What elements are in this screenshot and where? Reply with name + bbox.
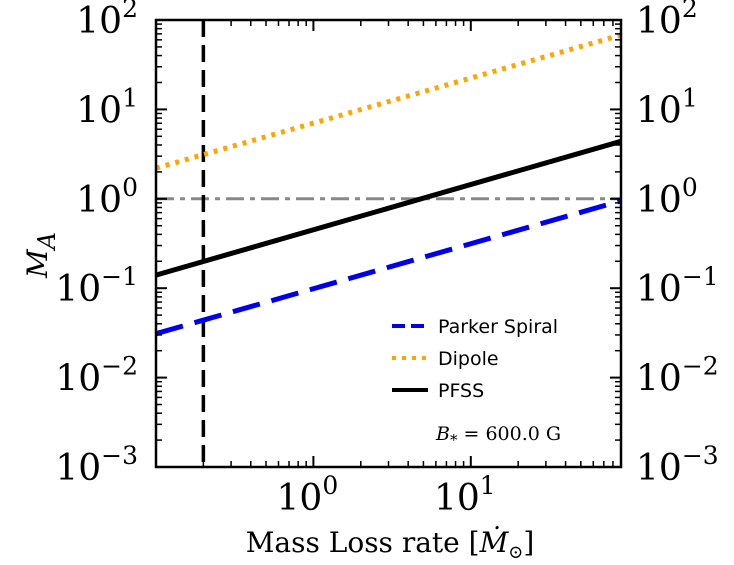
y-tick-label-left-base: 10 — [76, 1, 122, 42]
legend: Parker Spiral Dipole PFSS B* = 600.0 G — [392, 316, 561, 449]
y-tick-label-right-exponent: −2 — [682, 352, 719, 381]
y-axis-label-sub: A — [33, 232, 61, 251]
y-tick-label-left-exponent: 0 — [122, 173, 138, 202]
y-tick-label-left-exponent: −2 — [101, 352, 138, 381]
legend-label-pfss: PFSS — [438, 380, 484, 402]
y-tick-label-left: 102 — [76, 0, 138, 42]
series-line-dipole — [155, 32, 622, 171]
y-tick-label-right: 10−1 — [636, 262, 719, 310]
y-tick-label-right: 102 — [636, 0, 698, 42]
y-tick-label-right-exponent: −1 — [682, 262, 719, 291]
y-tick-label-left-exponent: 1 — [122, 83, 138, 112]
y-tick-label-left-exponent: −3 — [101, 441, 138, 470]
x-tick-label-exponent: 1 — [480, 471, 496, 500]
y-tick-label-left-exponent: −1 — [101, 262, 138, 291]
y-axis-label-main: M — [21, 248, 54, 279]
x-tick-label: 100 — [277, 471, 339, 519]
y-tick-label-left: 10−1 — [55, 262, 138, 310]
y-tick-label-right: 10−2 — [636, 352, 719, 400]
legend-label-dipole: Dipole — [438, 348, 499, 370]
y-tick-label-right: 101 — [636, 83, 698, 131]
legend-note: B* = 600.0 G — [435, 423, 561, 449]
y-tick-label-right-base: 10 — [636, 1, 682, 42]
y-tick-label-right-exponent: 0 — [682, 173, 698, 202]
y-tick-label-right-exponent: 1 — [682, 83, 698, 112]
x-axis-label-suffix: ] — [523, 526, 534, 559]
y-tick-label-right-base: 10 — [636, 359, 682, 400]
y-tick-label-left-base: 10 — [76, 90, 122, 131]
legend-note-text: = 600.0 G — [457, 423, 561, 445]
legend-note-symbol: B — [435, 423, 450, 445]
y-tick-label-left-base: 10 — [55, 359, 101, 400]
x-axis-label: Mass Loss rate [Ṁ⊙] — [246, 526, 535, 563]
y-tick-label-right-base: 10 — [636, 180, 682, 221]
x-axis-label-prefix: Mass Loss rate [ — [246, 526, 480, 559]
y-tick-label-left-base: 10 — [55, 448, 101, 489]
y-tick-label-right-exponent: −3 — [682, 441, 719, 470]
legend-label-parker-spiral: Parker Spiral — [438, 316, 558, 338]
y-tick-label-right-base: 10 — [636, 90, 682, 131]
y-tick-label-right-base: 10 — [636, 269, 682, 310]
x-tick-label: 101 — [434, 471, 496, 519]
y-axis-label: MA — [21, 232, 61, 279]
x-tick-label-base: 10 — [277, 478, 323, 519]
legend-note-sub: * — [450, 431, 458, 449]
y-tick-label-left: 101 — [76, 83, 138, 131]
series-line-pfss — [155, 138, 622, 278]
y-tick-label-right: 10−3 — [636, 441, 719, 489]
y-tick-label-right: 100 — [636, 173, 698, 221]
x-axis-label-symbol: Ṁ — [479, 526, 510, 559]
y-tick-label-right-exponent: 2 — [682, 0, 698, 23]
x-tick-label-base: 10 — [434, 478, 480, 519]
y-tick-label-left: 100 — [76, 173, 138, 221]
y-tick-label-right-base: 10 — [636, 448, 682, 489]
ticks-layer — [155, 19, 622, 468]
y-tick-label-left: 10−3 — [55, 441, 138, 489]
x-axis-label-sub: ⊙ — [508, 542, 523, 563]
x-tick-label-exponent: 0 — [322, 471, 338, 500]
series-line-parker-spiral — [155, 198, 622, 337]
series-layer — [155, 20, 622, 467]
y-tick-label-left: 10−2 — [55, 352, 138, 400]
plot-frame — [154, 18, 623, 469]
y-tick-label-left-exponent: 2 — [122, 0, 138, 23]
y-tick-label-left-base: 10 — [55, 269, 101, 310]
y-tick-label-left-base: 10 — [76, 180, 122, 221]
